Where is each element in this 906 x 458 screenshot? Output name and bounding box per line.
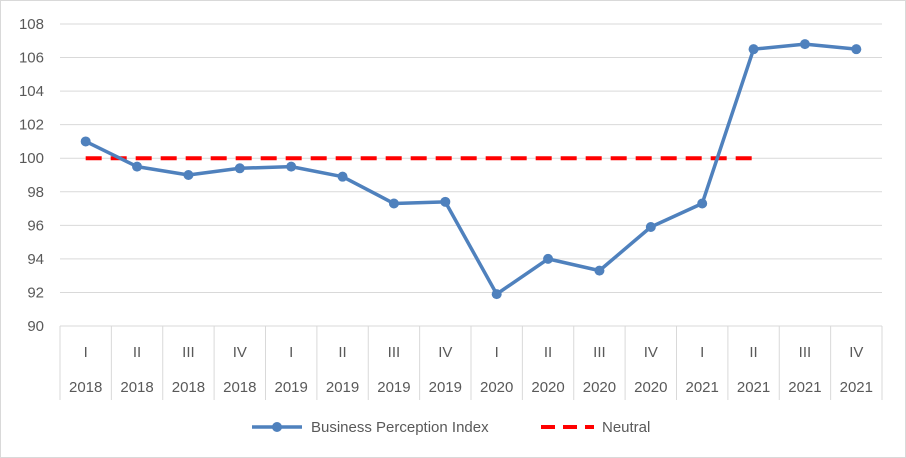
y-tick-label: 98 bbox=[27, 184, 44, 201]
x-tick-label-year: 2019 bbox=[429, 379, 462, 396]
x-tick-label-quarter: IV bbox=[233, 344, 247, 361]
x-tick-label-year: 2021 bbox=[788, 379, 821, 396]
x-tick-label-quarter: II bbox=[544, 344, 552, 361]
data-point bbox=[491, 289, 502, 300]
legend-swatch-marker-bpi bbox=[272, 422, 282, 432]
x-tick-label-year: 2018 bbox=[223, 379, 256, 396]
x-tick-label-quarter: IV bbox=[644, 344, 658, 361]
series-line-business-perception-index bbox=[84, 42, 857, 296]
data-point bbox=[183, 170, 194, 180]
y-tick-label: 96 bbox=[27, 217, 44, 234]
x-tick-label-year: 2020 bbox=[583, 379, 616, 396]
x-tick-label-year: 2018 bbox=[172, 379, 205, 396]
y-tick-label: 94 bbox=[27, 251, 44, 268]
x-tick-label-quarter: II bbox=[749, 344, 757, 361]
y-tick-label: 104 bbox=[19, 83, 44, 100]
x-tick-label-year: 2020 bbox=[480, 379, 513, 396]
x-tick-label-year: 2021 bbox=[737, 379, 770, 396]
data-point bbox=[851, 44, 862, 55]
y-tick-label: 106 bbox=[19, 50, 44, 67]
data-point bbox=[337, 171, 348, 182]
data-point bbox=[388, 198, 399, 209]
x-tick-label-year: 2021 bbox=[840, 379, 873, 396]
data-point bbox=[440, 196, 451, 207]
data-point bbox=[234, 163, 245, 174]
legend-label-bpi: Business Perception Index bbox=[311, 419, 489, 436]
x-tick-label-year: 2019 bbox=[275, 379, 308, 396]
x-tick-label-quarter: IV bbox=[849, 344, 863, 361]
y-tick-label: 100 bbox=[19, 150, 44, 167]
data-point bbox=[645, 222, 656, 233]
y-tick-label: 92 bbox=[27, 284, 44, 301]
data-point bbox=[799, 39, 810, 50]
data-point bbox=[697, 198, 708, 209]
x-tick-label-quarter: I bbox=[289, 344, 293, 361]
data-point bbox=[286, 161, 297, 172]
data-point bbox=[132, 161, 143, 172]
x-tick-label-year: 2020 bbox=[634, 379, 667, 396]
x-tick-label-quarter: I bbox=[84, 344, 88, 361]
x-tick-label-year: 2018 bbox=[69, 379, 102, 396]
x-tick-label-year: 2018 bbox=[120, 379, 153, 396]
data-point bbox=[543, 253, 554, 264]
x-tick-label-quarter: III bbox=[593, 344, 606, 361]
data-point bbox=[748, 44, 759, 55]
x-tick-label-quarter: I bbox=[700, 344, 704, 361]
x-tick-label-quarter: III bbox=[388, 344, 401, 361]
x-tick-label-quarter: II bbox=[133, 344, 141, 361]
x-tick-label-year: 2020 bbox=[531, 379, 564, 396]
data-point bbox=[80, 136, 91, 147]
x-tick-label-year: 2021 bbox=[686, 379, 719, 396]
x-tick-label-quarter: I bbox=[495, 344, 499, 361]
legend-label-neutral: Neutral bbox=[602, 419, 650, 436]
y-tick-label: 90 bbox=[27, 318, 44, 335]
x-tick-label-quarter: IV bbox=[438, 344, 452, 361]
x-tick-label-quarter: II bbox=[338, 344, 346, 361]
data-point bbox=[594, 265, 605, 276]
x-tick-label-quarter: III bbox=[182, 344, 195, 361]
x-tick-label-year: 2019 bbox=[326, 379, 359, 396]
x-tick-label-year: 2019 bbox=[377, 379, 410, 396]
y-tick-label: 102 bbox=[19, 117, 44, 134]
x-tick-label-quarter: III bbox=[799, 344, 812, 361]
y-tick-label: 108 bbox=[19, 16, 44, 33]
